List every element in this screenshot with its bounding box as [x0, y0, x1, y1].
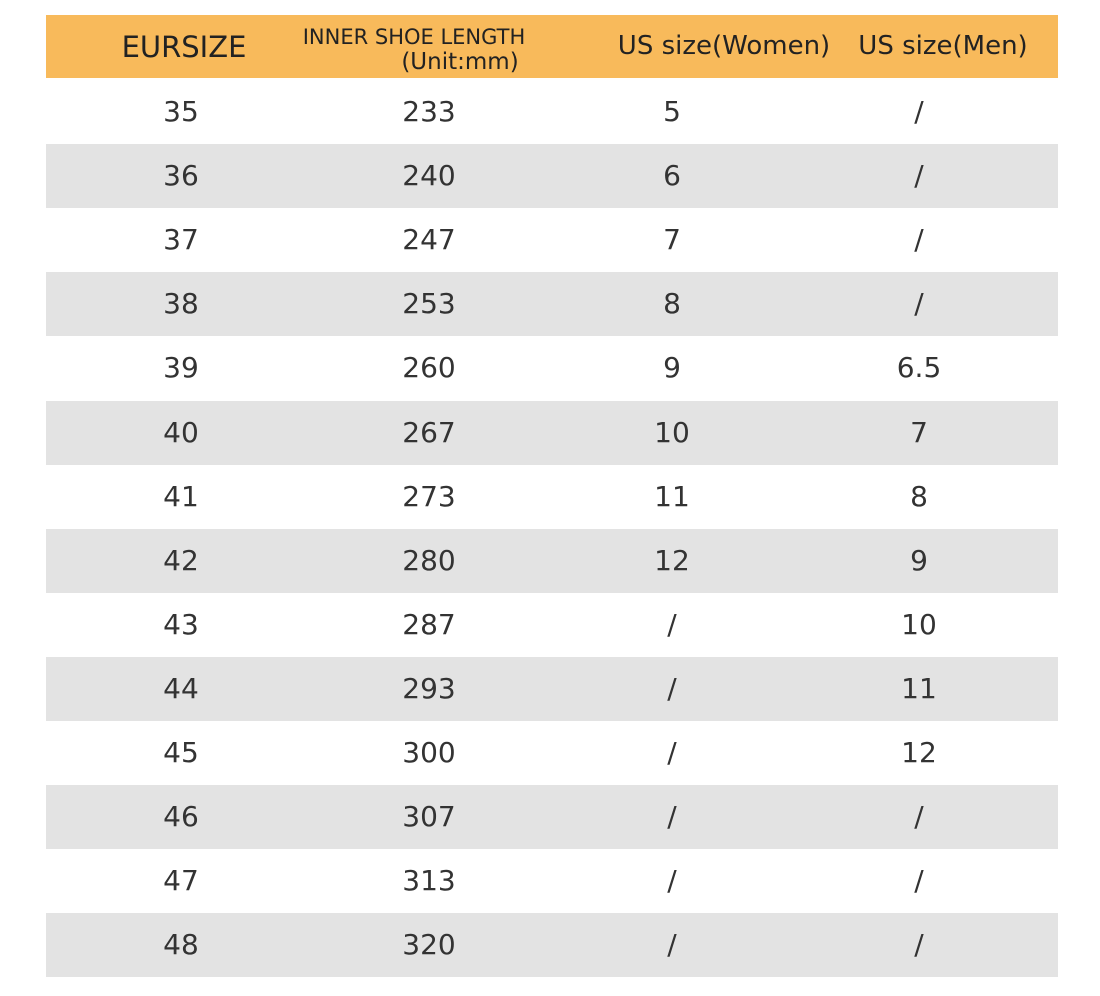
table-row: 37 247 7 / [46, 208, 1058, 272]
table-cell: 273 [402, 479, 456, 513]
table-row: 35 233 5 / [46, 80, 1058, 144]
header-cell: US size(Women) [617, 31, 831, 61]
table-row: 48 320 / / [46, 913, 1058, 978]
table-cell: / [914, 287, 924, 321]
table-row: 46 307 / / [46, 785, 1058, 850]
table-cell: 267 [402, 415, 456, 449]
table-row: 45 300 / 12 [46, 721, 1058, 785]
table-cell: 45 [163, 736, 199, 769]
table-cell: 42 [163, 543, 199, 577]
table-cell: / [667, 671, 677, 705]
table-cell: 247 [402, 223, 456, 257]
table-row: 42 280 12 9 [46, 528, 1058, 593]
table-cell: / [914, 223, 924, 257]
table-cell: 293 [402, 671, 456, 705]
table-cell: 11 [654, 479, 690, 513]
table-cell: 39 [163, 351, 199, 385]
table-cell: 240 [402, 159, 456, 193]
table-cell: 287 [402, 607, 456, 641]
table-cell: / [667, 800, 677, 834]
table-cell: 8 [910, 479, 928, 513]
table-cell: 47 [163, 864, 199, 898]
table-cell: / [914, 864, 924, 898]
table-cell: 300 [402, 736, 456, 769]
table-row: 36 240 6 / [46, 144, 1058, 209]
table-cell: 307 [402, 800, 456, 834]
table-cell: 233 [402, 95, 456, 128]
table-cell: / [667, 736, 677, 769]
table-cell: 280 [402, 543, 456, 577]
table-cell: 253 [402, 287, 456, 321]
table-row: 39 260 9 6.5 [46, 336, 1058, 400]
table-cell: 7 [663, 223, 681, 257]
table-cell: 260 [402, 351, 456, 385]
table-cell: / [667, 864, 677, 898]
table-cell: 11 [901, 671, 937, 705]
table-row: 47 313 / / [46, 849, 1058, 913]
table-cell: 7 [910, 415, 928, 449]
header-bar [46, 15, 1058, 78]
table-cell: 320 [402, 928, 456, 962]
table-row: 43 287 / 10 [46, 593, 1058, 657]
table-cell: 36 [163, 159, 199, 193]
table-cell: 40 [163, 415, 199, 449]
table-cell: 44 [163, 671, 199, 705]
table-cell: 8 [663, 287, 681, 321]
table-cell: 6.5 [896, 351, 942, 385]
table-cell: 35 [163, 95, 199, 128]
table-cell: / [667, 607, 677, 641]
table-cell: 10 [654, 415, 690, 449]
table-cell: 12 [901, 736, 937, 769]
table-cell: / [667, 928, 677, 962]
table-cell: 9 [663, 351, 681, 385]
table-cell: 9 [910, 543, 928, 577]
table-cell: 10 [901, 607, 937, 641]
header-cell: (Unit:mm) [401, 49, 519, 75]
table-cell: 48 [163, 928, 199, 962]
table-cell: / [914, 95, 924, 128]
table-cell: / [914, 159, 924, 193]
table-cell: 41 [163, 479, 199, 513]
table-cell: / [914, 928, 924, 962]
table-cell: 6 [663, 159, 681, 193]
table-cell: 12 [654, 543, 690, 577]
table-cell: 5 [663, 95, 681, 128]
table-row: 40 267 10 7 [46, 400, 1058, 465]
table-row: 38 253 8 / [46, 272, 1058, 337]
table-cell: 43 [163, 607, 199, 641]
header-cell: INNER SHOE LENGTH [302, 25, 526, 49]
header-cell: EURSIZE [121, 30, 247, 64]
table-row: 41 273 11 8 [46, 465, 1058, 529]
table-cell: 38 [163, 287, 199, 321]
header-cell: US size(Men) [858, 31, 1028, 61]
table-row: 44 293 / 11 [46, 656, 1058, 721]
table-cell: 46 [163, 800, 199, 834]
table-cell: / [914, 800, 924, 834]
table-cell: 313 [402, 864, 456, 898]
table-cell: 37 [163, 223, 199, 257]
